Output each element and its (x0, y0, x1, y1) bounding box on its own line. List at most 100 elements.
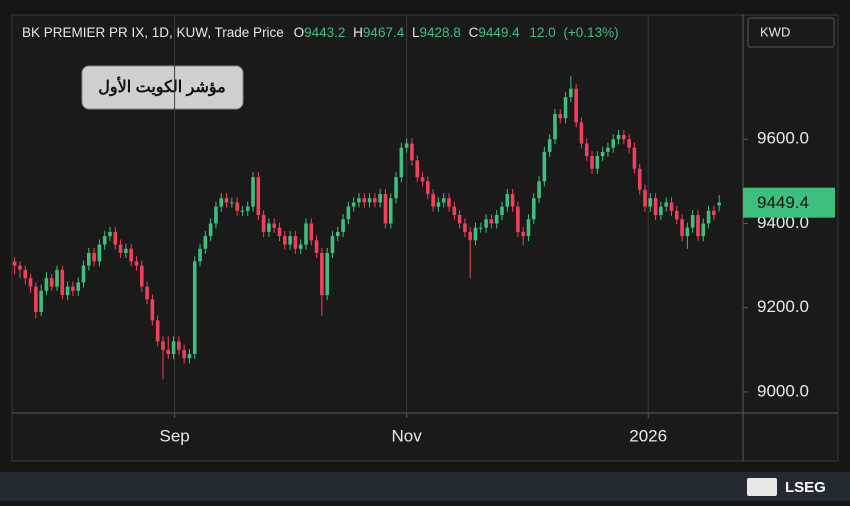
candle-body (696, 215, 700, 237)
candle-body (516, 206, 520, 232)
candle-body (590, 156, 594, 169)
candle-body (230, 202, 234, 204)
candle-body (139, 265, 144, 287)
candle-body (240, 210, 245, 212)
candle-body (335, 231, 340, 237)
brand: LSEG (785, 479, 826, 496)
candle-body (637, 168, 642, 190)
candle-body (219, 198, 224, 207)
close-value: 9449.4 (478, 25, 520, 40)
candle-body (293, 236, 298, 249)
candle-body (431, 193, 435, 207)
last-price-box (743, 187, 835, 218)
candle-body (674, 210, 679, 220)
candle-body (97, 244, 102, 262)
candle-body (415, 160, 420, 178)
y-tick-label: 9000.0 (757, 381, 809, 400)
candle-body (28, 278, 33, 287)
candle-body (251, 177, 255, 207)
candle-body (49, 278, 54, 287)
candle-body (659, 206, 663, 216)
candle-body (706, 210, 711, 224)
candle-body (547, 139, 552, 152)
annotation-box (81, 65, 244, 110)
candle-body (505, 193, 510, 207)
candle-body (648, 198, 653, 207)
candle-body (357, 198, 361, 203)
candle-body (531, 198, 536, 220)
candle-body (65, 286, 70, 296)
candle-body (537, 181, 541, 199)
low-value: 9428.8 (420, 25, 461, 40)
candle-body (245, 206, 250, 211)
high-value: 9467.4 (363, 25, 405, 40)
annotation: مؤشر الكويت الأول (98, 76, 225, 97)
candle-body (712, 210, 716, 216)
candle-body (76, 282, 81, 291)
candle-body (34, 286, 38, 312)
candle-body (569, 88, 573, 98)
candle-body (452, 206, 457, 216)
candle-body (309, 223, 314, 241)
candle-body (166, 349, 171, 355)
x-tick-label: 2026 (629, 426, 667, 445)
currency-box (747, 17, 835, 48)
candle-body (606, 147, 610, 152)
candle-body (12, 261, 17, 266)
candle-body (102, 236, 107, 245)
candle-body (214, 206, 218, 224)
footer-bar (0, 472, 850, 501)
candle-body (81, 265, 86, 283)
candle-body (436, 202, 441, 207)
candle-body (298, 244, 303, 249)
last-price-label: 9449.4 (757, 193, 809, 212)
candle-body (632, 147, 637, 169)
candle-body (150, 299, 155, 321)
candle-body (394, 177, 398, 199)
candle-body (18, 265, 22, 270)
open-value: 9443.2 (304, 25, 345, 40)
candle-body (399, 147, 404, 178)
candle-body (410, 143, 414, 161)
candle-body (669, 202, 674, 211)
high-label: H (353, 25, 363, 40)
candle-body (478, 227, 483, 229)
candle-body (351, 202, 356, 207)
candle-body (463, 223, 467, 232)
brand-icon (747, 478, 777, 496)
candle-body (60, 269, 65, 296)
candle-body (643, 189, 647, 207)
candle-body (346, 206, 351, 220)
x-tick-label: Sep (159, 426, 189, 445)
currency: KWD (760, 24, 790, 39)
candle-body (113, 231, 118, 245)
candle-body (553, 113, 557, 140)
candle-body (457, 215, 462, 224)
candle-body (224, 198, 229, 203)
candle-body (484, 219, 488, 228)
y-tick-label: 9400.0 (757, 213, 809, 232)
candle-body (304, 223, 308, 245)
candle-body (235, 202, 239, 211)
instrument: BK PREMIER PR IX, 1D, KUW, Trade Price (22, 25, 284, 40)
candle-body (584, 143, 589, 157)
candle-body (192, 261, 197, 355)
candle-body (563, 97, 568, 119)
candle-body (129, 248, 133, 262)
candle-body (208, 223, 213, 237)
candle-body (388, 198, 393, 224)
candle-body (510, 193, 515, 207)
low-label: L (412, 25, 420, 40)
candle-body (39, 290, 43, 312)
y-tick-label: 9200.0 (757, 297, 809, 316)
candle-body (420, 177, 425, 182)
candle-body (404, 143, 409, 148)
candle-body (198, 248, 202, 262)
candle-body (526, 219, 531, 237)
candle-body (653, 198, 658, 216)
candle-body (558, 113, 563, 119)
candle-body (155, 320, 160, 342)
candle-body (473, 227, 478, 241)
candle-body (574, 88, 578, 123)
